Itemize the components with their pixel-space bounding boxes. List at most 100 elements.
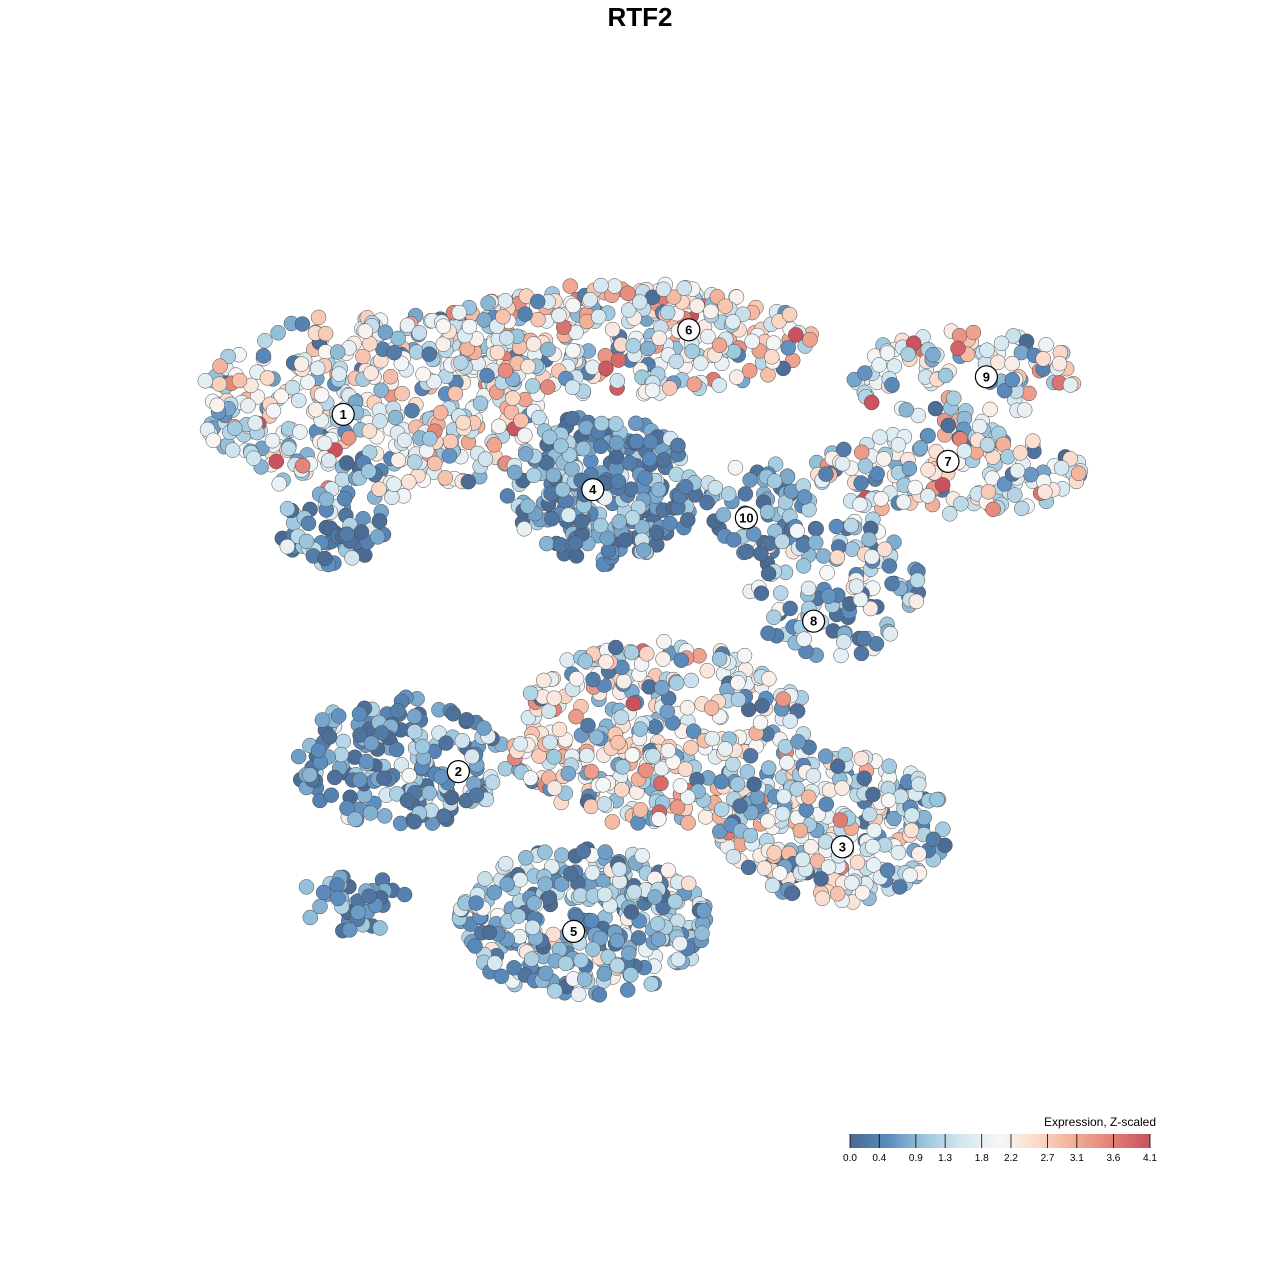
data-point (318, 491, 335, 508)
data-point (491, 418, 507, 435)
data-point (624, 747, 641, 763)
data-point (205, 432, 222, 449)
data-point (630, 930, 647, 946)
data-point (884, 575, 900, 592)
data-point (387, 409, 404, 426)
data-point (513, 412, 529, 429)
data-point (815, 548, 832, 564)
data-point (292, 424, 308, 440)
data-point (497, 293, 513, 309)
data-point (568, 671, 585, 687)
data-point (795, 558, 812, 574)
data-point (979, 342, 995, 358)
data-point (593, 438, 609, 455)
data-point (608, 416, 624, 432)
data-point (512, 736, 529, 752)
data-point (628, 415, 644, 432)
data-point (584, 865, 601, 881)
data-point (711, 377, 727, 393)
data-point (432, 404, 449, 421)
data-point (573, 952, 589, 969)
data-point (339, 800, 355, 816)
cluster-label-text: 3 (839, 839, 846, 854)
data-point (438, 735, 454, 751)
data-point (775, 691, 791, 707)
data-point (461, 318, 478, 335)
cluster-label-circle (830, 835, 855, 859)
data-point (613, 709, 629, 726)
data-point (711, 337, 728, 353)
data-point (713, 801, 730, 818)
data-point (774, 533, 790, 550)
data-point (1070, 465, 1087, 482)
data-point (853, 444, 870, 461)
data-point (672, 935, 688, 952)
data-point (626, 884, 642, 900)
data-point (610, 734, 626, 751)
data-point (404, 402, 420, 419)
data-point (857, 458, 874, 474)
data-point (632, 721, 649, 737)
data-point (996, 382, 1013, 399)
data-point (965, 324, 982, 341)
data-point (649, 916, 666, 932)
data-point (399, 317, 416, 334)
data-point (740, 859, 757, 876)
data-point (341, 430, 357, 446)
data-point (837, 746, 854, 763)
data-point (834, 455, 851, 472)
data-point (537, 965, 554, 981)
data-point (911, 776, 927, 793)
data-point (435, 318, 452, 334)
data-point (742, 827, 759, 844)
data-point (865, 838, 881, 855)
data-point (372, 413, 388, 429)
data-point (376, 770, 392, 786)
data-point (790, 734, 806, 750)
data-point (802, 331, 818, 348)
data-point (779, 754, 795, 771)
data-point (621, 455, 638, 471)
data-point (782, 713, 798, 729)
data-point (641, 450, 658, 467)
data-point (333, 746, 349, 763)
data-point (760, 813, 776, 829)
data-point (670, 951, 687, 968)
data-point (531, 409, 547, 426)
data-point (506, 960, 522, 976)
data-point (713, 773, 730, 790)
data-point (341, 922, 358, 938)
data-point (1007, 487, 1023, 503)
data-point (575, 440, 592, 457)
data-point (351, 772, 368, 788)
data-point (330, 708, 347, 724)
data-point (323, 787, 340, 803)
cluster-label-text: 1 (340, 407, 347, 422)
data-point (634, 848, 650, 864)
data-point (384, 489, 400, 506)
data-point (679, 699, 696, 716)
data-point (355, 348, 371, 365)
data-point (946, 390, 962, 407)
data-point (639, 646, 655, 662)
data-point (660, 862, 676, 879)
data-point (307, 401, 324, 418)
data-point (414, 738, 431, 755)
data-point (623, 967, 639, 983)
data-point (693, 355, 709, 371)
data-point (565, 297, 581, 314)
data-point (852, 496, 868, 513)
data-point (539, 535, 555, 552)
data-point (390, 330, 406, 347)
data-point (684, 343, 700, 360)
data-point (371, 513, 388, 530)
data-point (460, 473, 477, 490)
data-point (505, 390, 521, 406)
data-point (1004, 372, 1021, 388)
data-point (454, 733, 471, 749)
data-point (651, 330, 667, 346)
data-point (609, 957, 626, 974)
data-point (828, 518, 845, 535)
data-point (620, 302, 637, 318)
legend-gradient-bar (850, 1134, 1150, 1148)
